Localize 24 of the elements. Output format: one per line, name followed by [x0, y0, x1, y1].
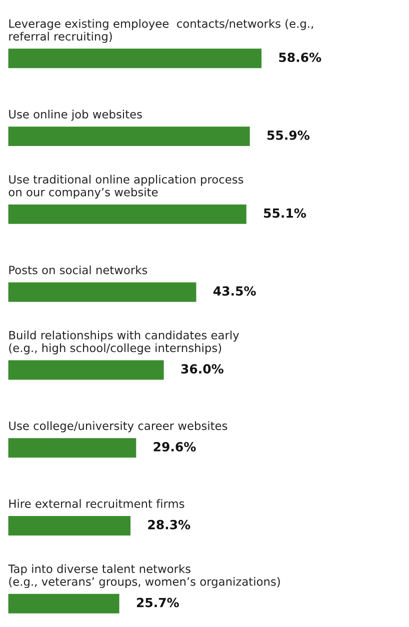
- data-label: 28.3%: [148, 520, 190, 530]
- y-tick-label: Hire external recruitment firms: [9, 499, 184, 508]
- bar: [8, 594, 120, 614]
- y-tick-label: Leverage existing employee contacts/networks (e.g., referral recruiting): [9, 19, 314, 43]
- bar: [8, 282, 196, 302]
- y-tick-label: Use college/university career websites: [9, 421, 228, 432]
- data-label: 55.9%: [267, 130, 310, 140]
- y-tick-label: Tap into diverse talent networks (e.g., veterans’ groups, women’s organizations): [8, 564, 280, 588]
- y-tick-label: Build relationships with candidates early (e.g., high school/college internships): [9, 330, 239, 354]
- data-label: 58.6%: [279, 52, 322, 62]
- data-label: 25.7%: [136, 598, 179, 608]
- bar: [8, 438, 136, 458]
- bar: [8, 48, 262, 68]
- data-label: 43.5%: [213, 286, 256, 296]
- bar: [8, 516, 131, 536]
- bar: [8, 126, 250, 146]
- data-label: 36.0%: [181, 364, 224, 374]
- data-label: 29.6%: [154, 442, 196, 452]
- data-label: 55.1%: [264, 208, 306, 218]
- bar: [8, 360, 164, 380]
- bar: [8, 204, 246, 224]
- y-tick-label: Use online job websites: [9, 110, 142, 121]
- y-tick-label: Use traditional online application process on our company’s website: [8, 174, 244, 199]
- y-tick-label: Posts on social networks: [9, 265, 148, 274]
